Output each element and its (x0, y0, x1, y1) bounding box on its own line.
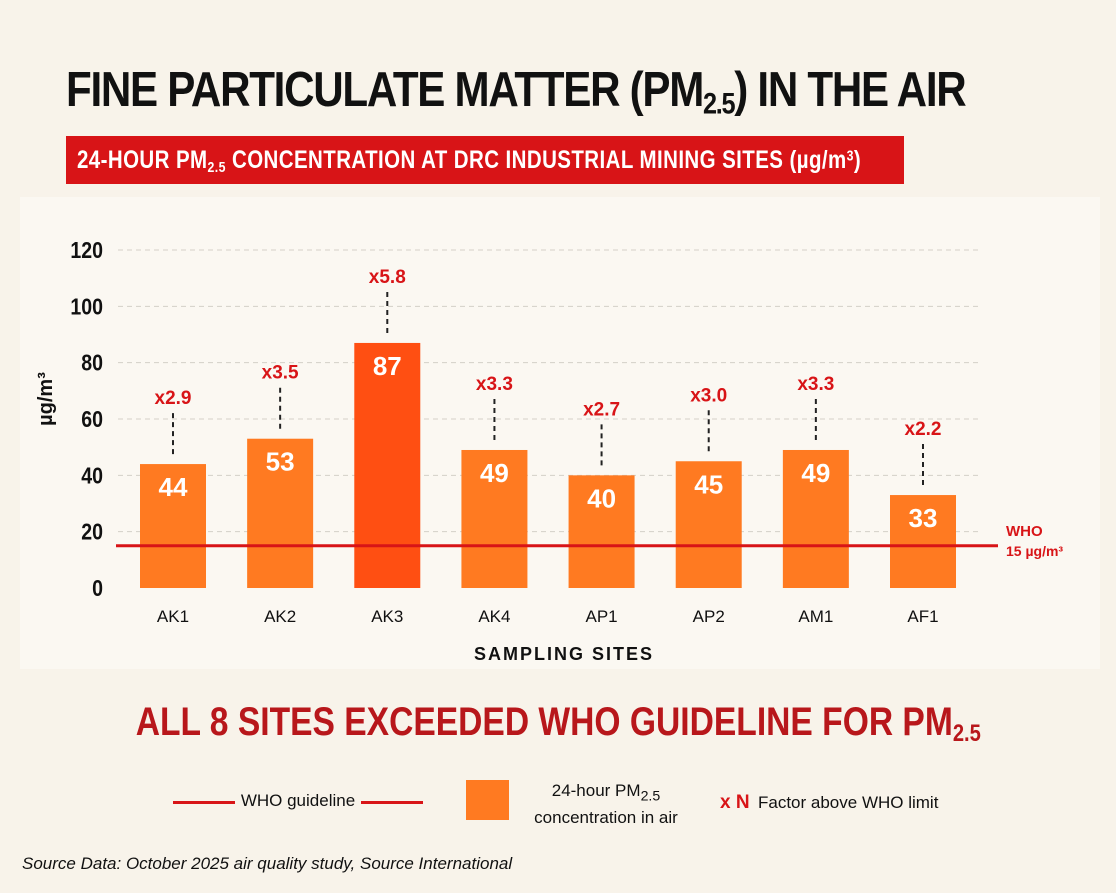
bar-value-label: 44 (159, 472, 188, 502)
x-tick-label: AM1 (798, 607, 833, 626)
y-tick-label: 20 (81, 519, 103, 545)
plot-area (20, 197, 1100, 669)
x-tick-label: AK3 (371, 607, 403, 626)
source-note: Source Data: October 2025 air quality st… (22, 854, 513, 873)
y-tick-label: 80 (81, 350, 103, 376)
factor-label: x5.8 (369, 267, 406, 288)
legend-line-left (173, 801, 235, 804)
y-tick-label: 100 (70, 294, 103, 320)
legend-factor-symbol: x N (720, 792, 750, 813)
x-tick-label: AK1 (157, 607, 189, 626)
bar-ak4 (461, 449, 528, 588)
chart-title: FINE PARTICULATE MATTER (PM2.5) IN THE A… (66, 63, 967, 121)
y-tick-label: 40 (81, 463, 103, 489)
y-tick-label: 0 (92, 576, 103, 602)
chart-subtitle: 24-HOUR PM2.5 CONCENTRATION AT DRC INDUS… (77, 146, 862, 176)
headline: ALL 8 SITES EXCEEDED WHO GUIDELINE FOR P… (135, 700, 981, 747)
bar-ap2 (675, 461, 742, 588)
x-tick-label: AP2 (693, 607, 725, 626)
x-tick-label: AK4 (478, 607, 510, 626)
bar-af1 (890, 495, 956, 588)
x-tick-label: AF1 (907, 607, 938, 626)
bar-ak2 (247, 438, 314, 588)
y-tick-label: 120 (70, 238, 103, 264)
factor-label: x3.3 (797, 374, 834, 395)
bar-value-label: 49 (801, 458, 830, 488)
x-tick-label: AP1 (586, 607, 618, 626)
subtitle-band (66, 136, 904, 184)
x-axis-label: SAMPLING SITES (474, 644, 654, 664)
legend-who-label: WHO guideline (240, 791, 356, 810)
who-line-label: WHO (1006, 523, 1043, 540)
bar-value-label: 87 (373, 351, 402, 381)
bar-value-label: 53 (266, 447, 295, 477)
legend-factor-label: Factor above WHO limit (758, 793, 939, 812)
bar-ak1 (140, 464, 206, 588)
bar-value-label: 40 (587, 483, 616, 513)
legend-line-right (361, 801, 423, 804)
x-tick-label: AK2 (264, 607, 296, 626)
factor-label: x2.2 (905, 419, 942, 440)
legend-bar-swatch (466, 780, 509, 820)
bar-value-label: 33 (909, 503, 938, 533)
factor-label: x3.5 (262, 363, 299, 384)
factor-label: x2.9 (155, 388, 192, 409)
legend-bar-label: 24-hour PM2.5 concentration in air (534, 781, 678, 828)
bar-ap1 (568, 475, 635, 588)
y-tick-label: 60 (81, 407, 103, 433)
factor-label: x3.0 (690, 385, 727, 406)
factor-label: x2.7 (583, 399, 620, 420)
y-axis-label: µg/m³ (35, 372, 57, 426)
who-line-value: 15 µg/m³ (1006, 543, 1063, 559)
factor-label: x3.3 (476, 374, 513, 395)
bar-am1 (782, 449, 849, 588)
bar-value-label: 45 (694, 469, 723, 499)
bar-value-label: 49 (480, 458, 509, 488)
